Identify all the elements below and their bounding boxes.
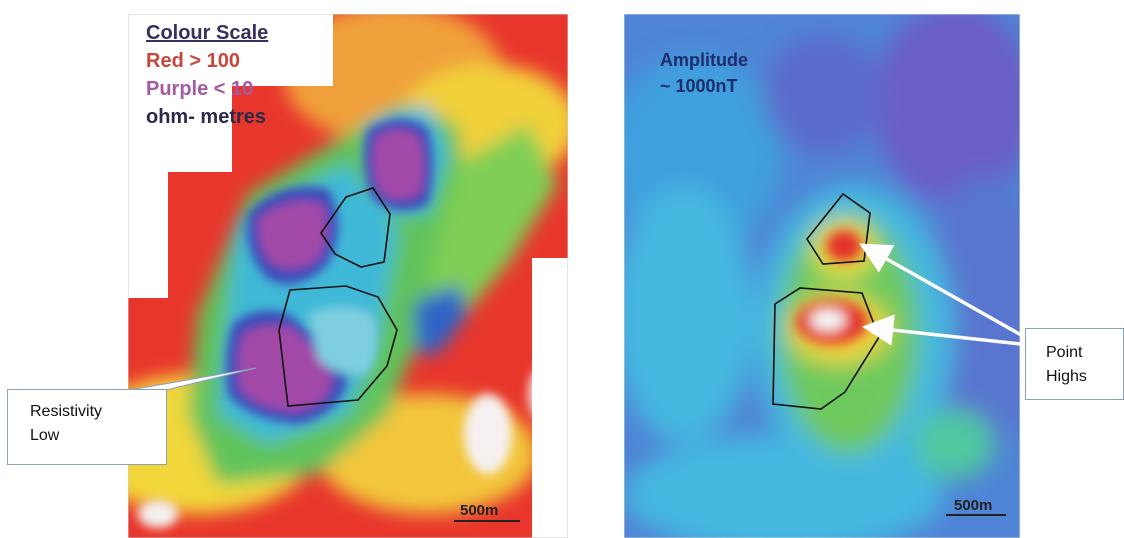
legend-red-label: Red > 100 [146, 50, 240, 72]
magnetic-map-image [624, 14, 1020, 538]
arrow-to-lower-high [861, 314, 1031, 347]
point-highs-callout: Point Highs [1025, 328, 1124, 400]
arrow-to-upper-high [859, 243, 1031, 342]
amplitude-value: ~ 1000nT [660, 76, 738, 96]
right-scale-bar [946, 514, 1006, 516]
outline-polygon-small [320, 187, 391, 268]
outline-polygon-top [806, 192, 871, 265]
point-highs-callout-line2: Highs [1046, 368, 1087, 385]
left-scale-label: 500m [460, 502, 499, 519]
resistivity-map-image [128, 14, 568, 538]
outline-polygon-large [278, 285, 398, 407]
outline-polygon-bottom [772, 287, 880, 410]
legend-purple-label: Purple < 10 [146, 78, 254, 100]
amplitude-title: Amplitude [660, 50, 748, 70]
resistivity-callout-pointer [129, 367, 257, 391]
resistivity-low-callout: Resistivity Low [7, 389, 167, 465]
magnetic-map: Amplitude ~ 1000nT 500m [624, 14, 1020, 538]
point-highs-callout-line1: Point [1046, 344, 1083, 361]
legend-unit-label: ohm- metres [146, 106, 267, 128]
left-scale-bar [454, 520, 520, 522]
resistivity-callout-line1: Resistivity [30, 403, 103, 420]
resistivity-map: Colour Scale Red > 100 Purple < 10 ohm- … [128, 14, 568, 538]
resistivity-callout-line2: Low [30, 427, 60, 444]
legend-title: Colour Scale [146, 22, 269, 44]
right-scale-label: 500m [954, 497, 993, 514]
